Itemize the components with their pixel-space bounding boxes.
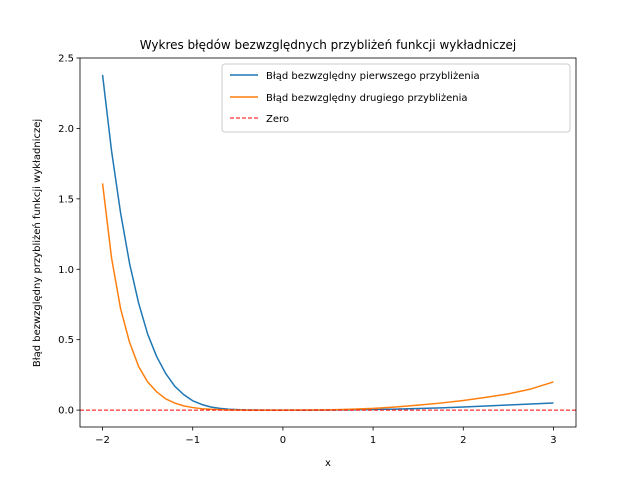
y-tick-label: 0.5 (58, 335, 74, 346)
y-tick-label: 1.0 (58, 265, 74, 276)
x-tick-label: 0 (280, 435, 286, 446)
y-axis-label: Błąd bezwzględny przybliżeń funkcji wykł… (31, 119, 43, 367)
legend-label-second: Błąd bezwzględny drugiego przybliżenia (266, 93, 468, 104)
x-axis-label: x (325, 458, 331, 469)
x-tick-label: −1 (185, 435, 200, 446)
x-tick-label: 1 (370, 435, 376, 446)
plot-frame (79, 57, 577, 428)
y-tick-label: 0.0 (58, 406, 74, 417)
x-tick-label: −2 (95, 435, 110, 446)
chart-title: Wykres błędów bezwzględnych przybliżeń f… (140, 38, 517, 52)
legend-box (221, 63, 571, 133)
x-tick-label: 3 (550, 435, 556, 446)
legend-label-zero: Zero (266, 114, 289, 125)
y-tick-label: 1.5 (58, 194, 74, 205)
legend: Błąd bezwzględny pierwszego przybliżenia… (221, 63, 571, 133)
legend-label-first: Błąd bezwzględny pierwszego przybliżenia (266, 71, 480, 82)
x-tick-label: 2 (460, 435, 466, 446)
y-tick-label: 2.5 (58, 54, 74, 65)
series-line-second-approximation (101, 183, 554, 411)
y-tick-label: 2.0 (58, 124, 74, 135)
